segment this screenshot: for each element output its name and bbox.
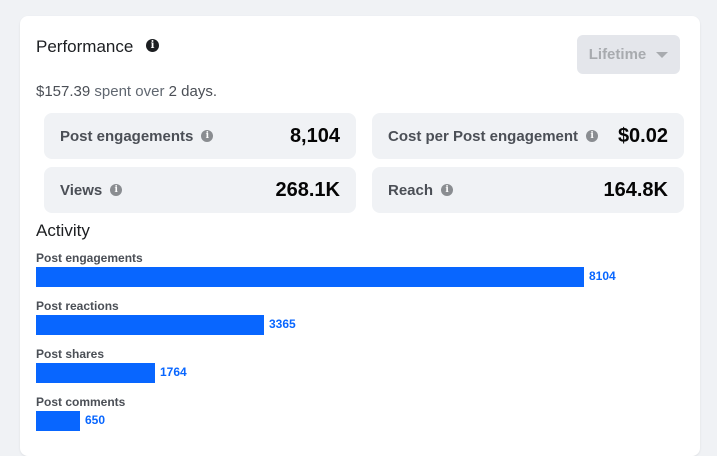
activity-bar (36, 363, 155, 383)
performance-card: Performance i Lifetime $157.39 spent ove… (20, 16, 700, 456)
info-icon[interactable]: i (146, 39, 159, 52)
stat-label: Reach (388, 181, 434, 199)
bar-label: Post reactions (36, 299, 119, 313)
activity-title: Activity (36, 221, 90, 240)
spent-middle-text: spent over (94, 83, 165, 100)
activity-bar (36, 411, 80, 431)
stat-label: Views (60, 181, 103, 199)
spend-summary: $157.39 spent over 2 days. (36, 83, 217, 100)
info-icon[interactable]: i (441, 184, 454, 196)
stat-post-engagements: Post engagements i 8,104 (44, 113, 356, 159)
stat-value: 268.1K (275, 178, 341, 201)
spent-amount: $157.39 (36, 83, 91, 100)
activity-bar (36, 267, 584, 287)
stat-views: Views i 268.1K (44, 167, 356, 213)
performance-title: Performance (36, 37, 134, 56)
bar-value-label: 1764 (160, 365, 187, 379)
date-range-label: Lifetime (588, 46, 647, 63)
bar-label: Post comments (36, 395, 126, 409)
activity-bar (36, 315, 264, 335)
stat-cost-per-engagement: Cost per Post engagement i $0.02 (372, 113, 684, 159)
info-icon[interactable]: i (110, 184, 123, 196)
stat-label: Post engagements (60, 127, 194, 145)
bar-label: Post shares (36, 347, 105, 361)
bar-value-label: 8104 (589, 269, 616, 283)
stat-label: Cost per Post engagement (388, 127, 579, 145)
info-icon[interactable]: i (586, 130, 599, 142)
stat-value: $0.02 (617, 124, 668, 147)
spent-days: 2 days. (168, 83, 217, 100)
bar-value-label: 3365 (269, 317, 296, 331)
date-range-dropdown[interactable]: Lifetime (577, 35, 680, 74)
caret-down-icon (656, 51, 669, 58)
stat-value: 8,104 (289, 124, 340, 147)
bar-value-label: 650 (85, 413, 106, 427)
stat-reach: Reach i 164.8K (372, 167, 684, 213)
info-icon[interactable]: i (201, 130, 214, 142)
bar-label: Post engagements (36, 251, 143, 265)
stat-value: 164.8K (603, 178, 669, 201)
